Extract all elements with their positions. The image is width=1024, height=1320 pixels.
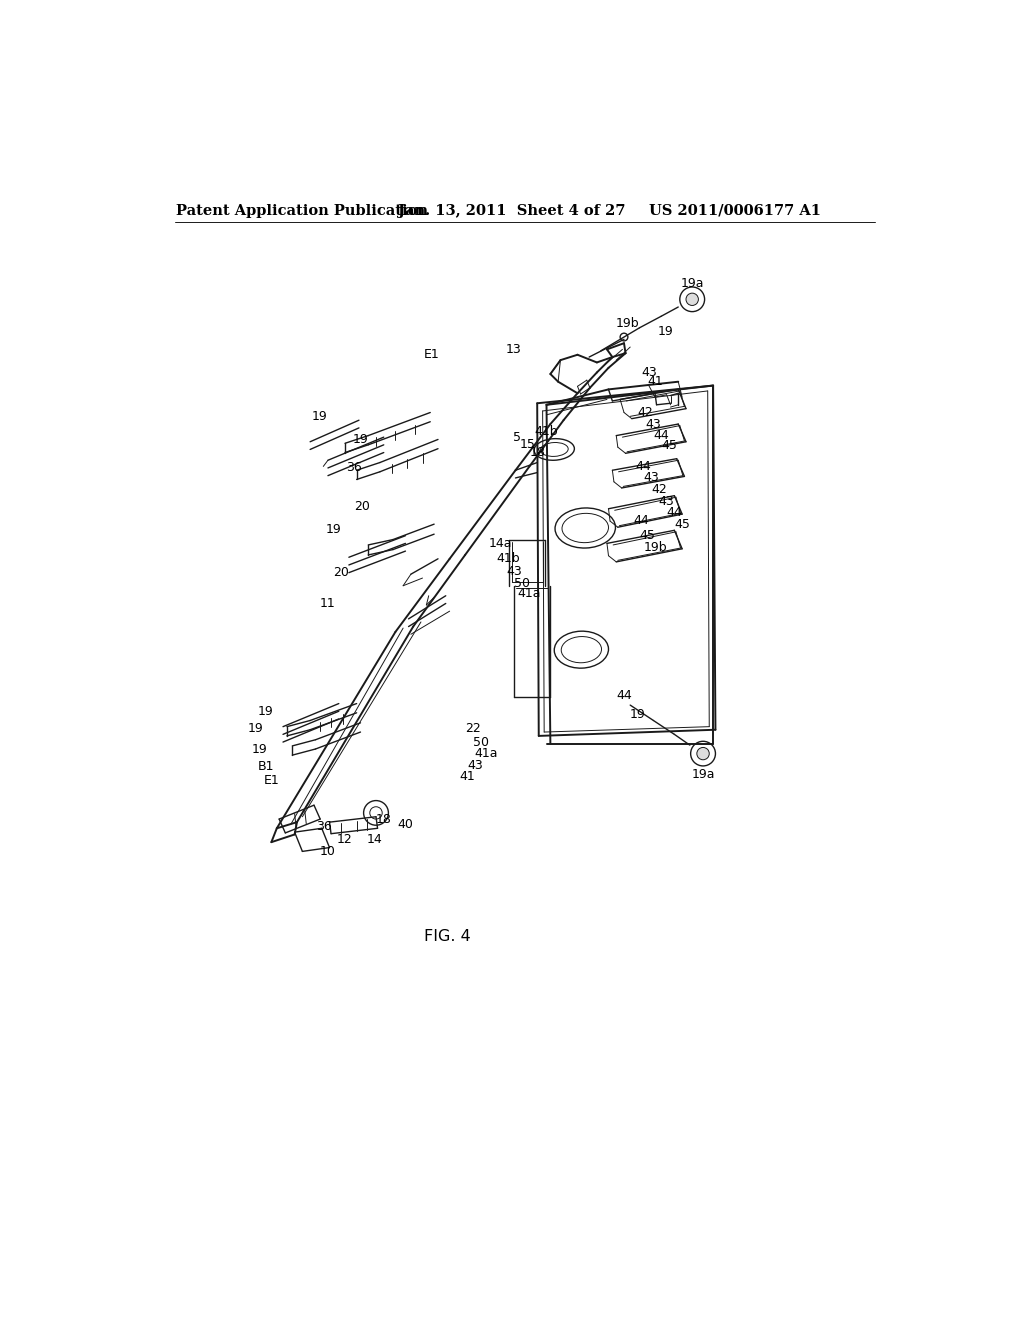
Text: 40: 40 xyxy=(397,818,414,832)
Text: 19: 19 xyxy=(326,523,341,536)
Text: 20: 20 xyxy=(333,566,349,579)
Text: 20: 20 xyxy=(354,500,370,513)
Text: 44: 44 xyxy=(616,689,632,702)
Text: 42: 42 xyxy=(638,407,653,418)
Text: 36: 36 xyxy=(316,820,332,833)
Text: 19b: 19b xyxy=(643,541,667,554)
Text: 19a: 19a xyxy=(691,768,715,781)
Text: 43: 43 xyxy=(645,417,662,430)
Text: 5: 5 xyxy=(513,430,521,444)
Text: 19: 19 xyxy=(248,722,264,735)
Text: 44: 44 xyxy=(653,429,669,442)
Text: 19b: 19b xyxy=(616,317,640,330)
Text: 45: 45 xyxy=(674,517,690,531)
Text: 19: 19 xyxy=(252,743,267,756)
Text: 19: 19 xyxy=(258,705,273,718)
Text: B1: B1 xyxy=(258,760,274,774)
Text: Patent Application Publication: Patent Application Publication xyxy=(176,203,428,218)
Text: 14a: 14a xyxy=(488,537,512,550)
Text: 44: 44 xyxy=(633,513,649,527)
Text: 15: 15 xyxy=(520,438,536,451)
Text: 41: 41 xyxy=(647,375,663,388)
Text: 22: 22 xyxy=(465,722,480,735)
Text: 41: 41 xyxy=(460,770,475,783)
Text: 14: 14 xyxy=(367,833,382,846)
Text: 18: 18 xyxy=(376,813,392,825)
Text: 13: 13 xyxy=(505,343,521,356)
Text: 45: 45 xyxy=(639,529,655,543)
Text: 43: 43 xyxy=(643,471,659,484)
Text: 41a: 41a xyxy=(474,747,498,760)
Text: 50: 50 xyxy=(473,735,488,748)
Circle shape xyxy=(686,293,698,305)
Circle shape xyxy=(697,747,710,760)
Text: 18: 18 xyxy=(529,446,545,459)
Text: 44: 44 xyxy=(636,459,651,473)
Text: E1: E1 xyxy=(424,348,439,362)
Text: 19: 19 xyxy=(352,433,369,446)
Text: US 2011/0006177 A1: US 2011/0006177 A1 xyxy=(649,203,821,218)
Text: 36: 36 xyxy=(346,462,362,474)
Text: 44: 44 xyxy=(667,506,682,519)
Text: 43: 43 xyxy=(641,366,656,379)
Text: 41a: 41a xyxy=(518,587,542,601)
Text: 12: 12 xyxy=(337,833,353,846)
Text: 10: 10 xyxy=(321,845,336,858)
Text: 42: 42 xyxy=(651,483,667,496)
Text: 41b: 41b xyxy=(535,425,558,438)
Text: 19: 19 xyxy=(311,409,328,422)
Text: 19a: 19a xyxy=(681,277,703,290)
Text: 43: 43 xyxy=(658,495,675,508)
Text: 43: 43 xyxy=(467,759,483,772)
Text: 41b: 41b xyxy=(496,552,519,565)
Text: E1: E1 xyxy=(263,774,280,787)
Text: 11: 11 xyxy=(321,597,336,610)
Text: 19: 19 xyxy=(630,708,646,721)
Text: 50: 50 xyxy=(514,577,529,590)
Text: 19: 19 xyxy=(657,325,673,338)
Text: Jan. 13, 2011  Sheet 4 of 27: Jan. 13, 2011 Sheet 4 of 27 xyxy=(397,203,626,218)
Text: 43: 43 xyxy=(506,565,522,578)
Text: 45: 45 xyxy=(662,440,677,453)
Text: FIG. 4: FIG. 4 xyxy=(424,928,471,944)
